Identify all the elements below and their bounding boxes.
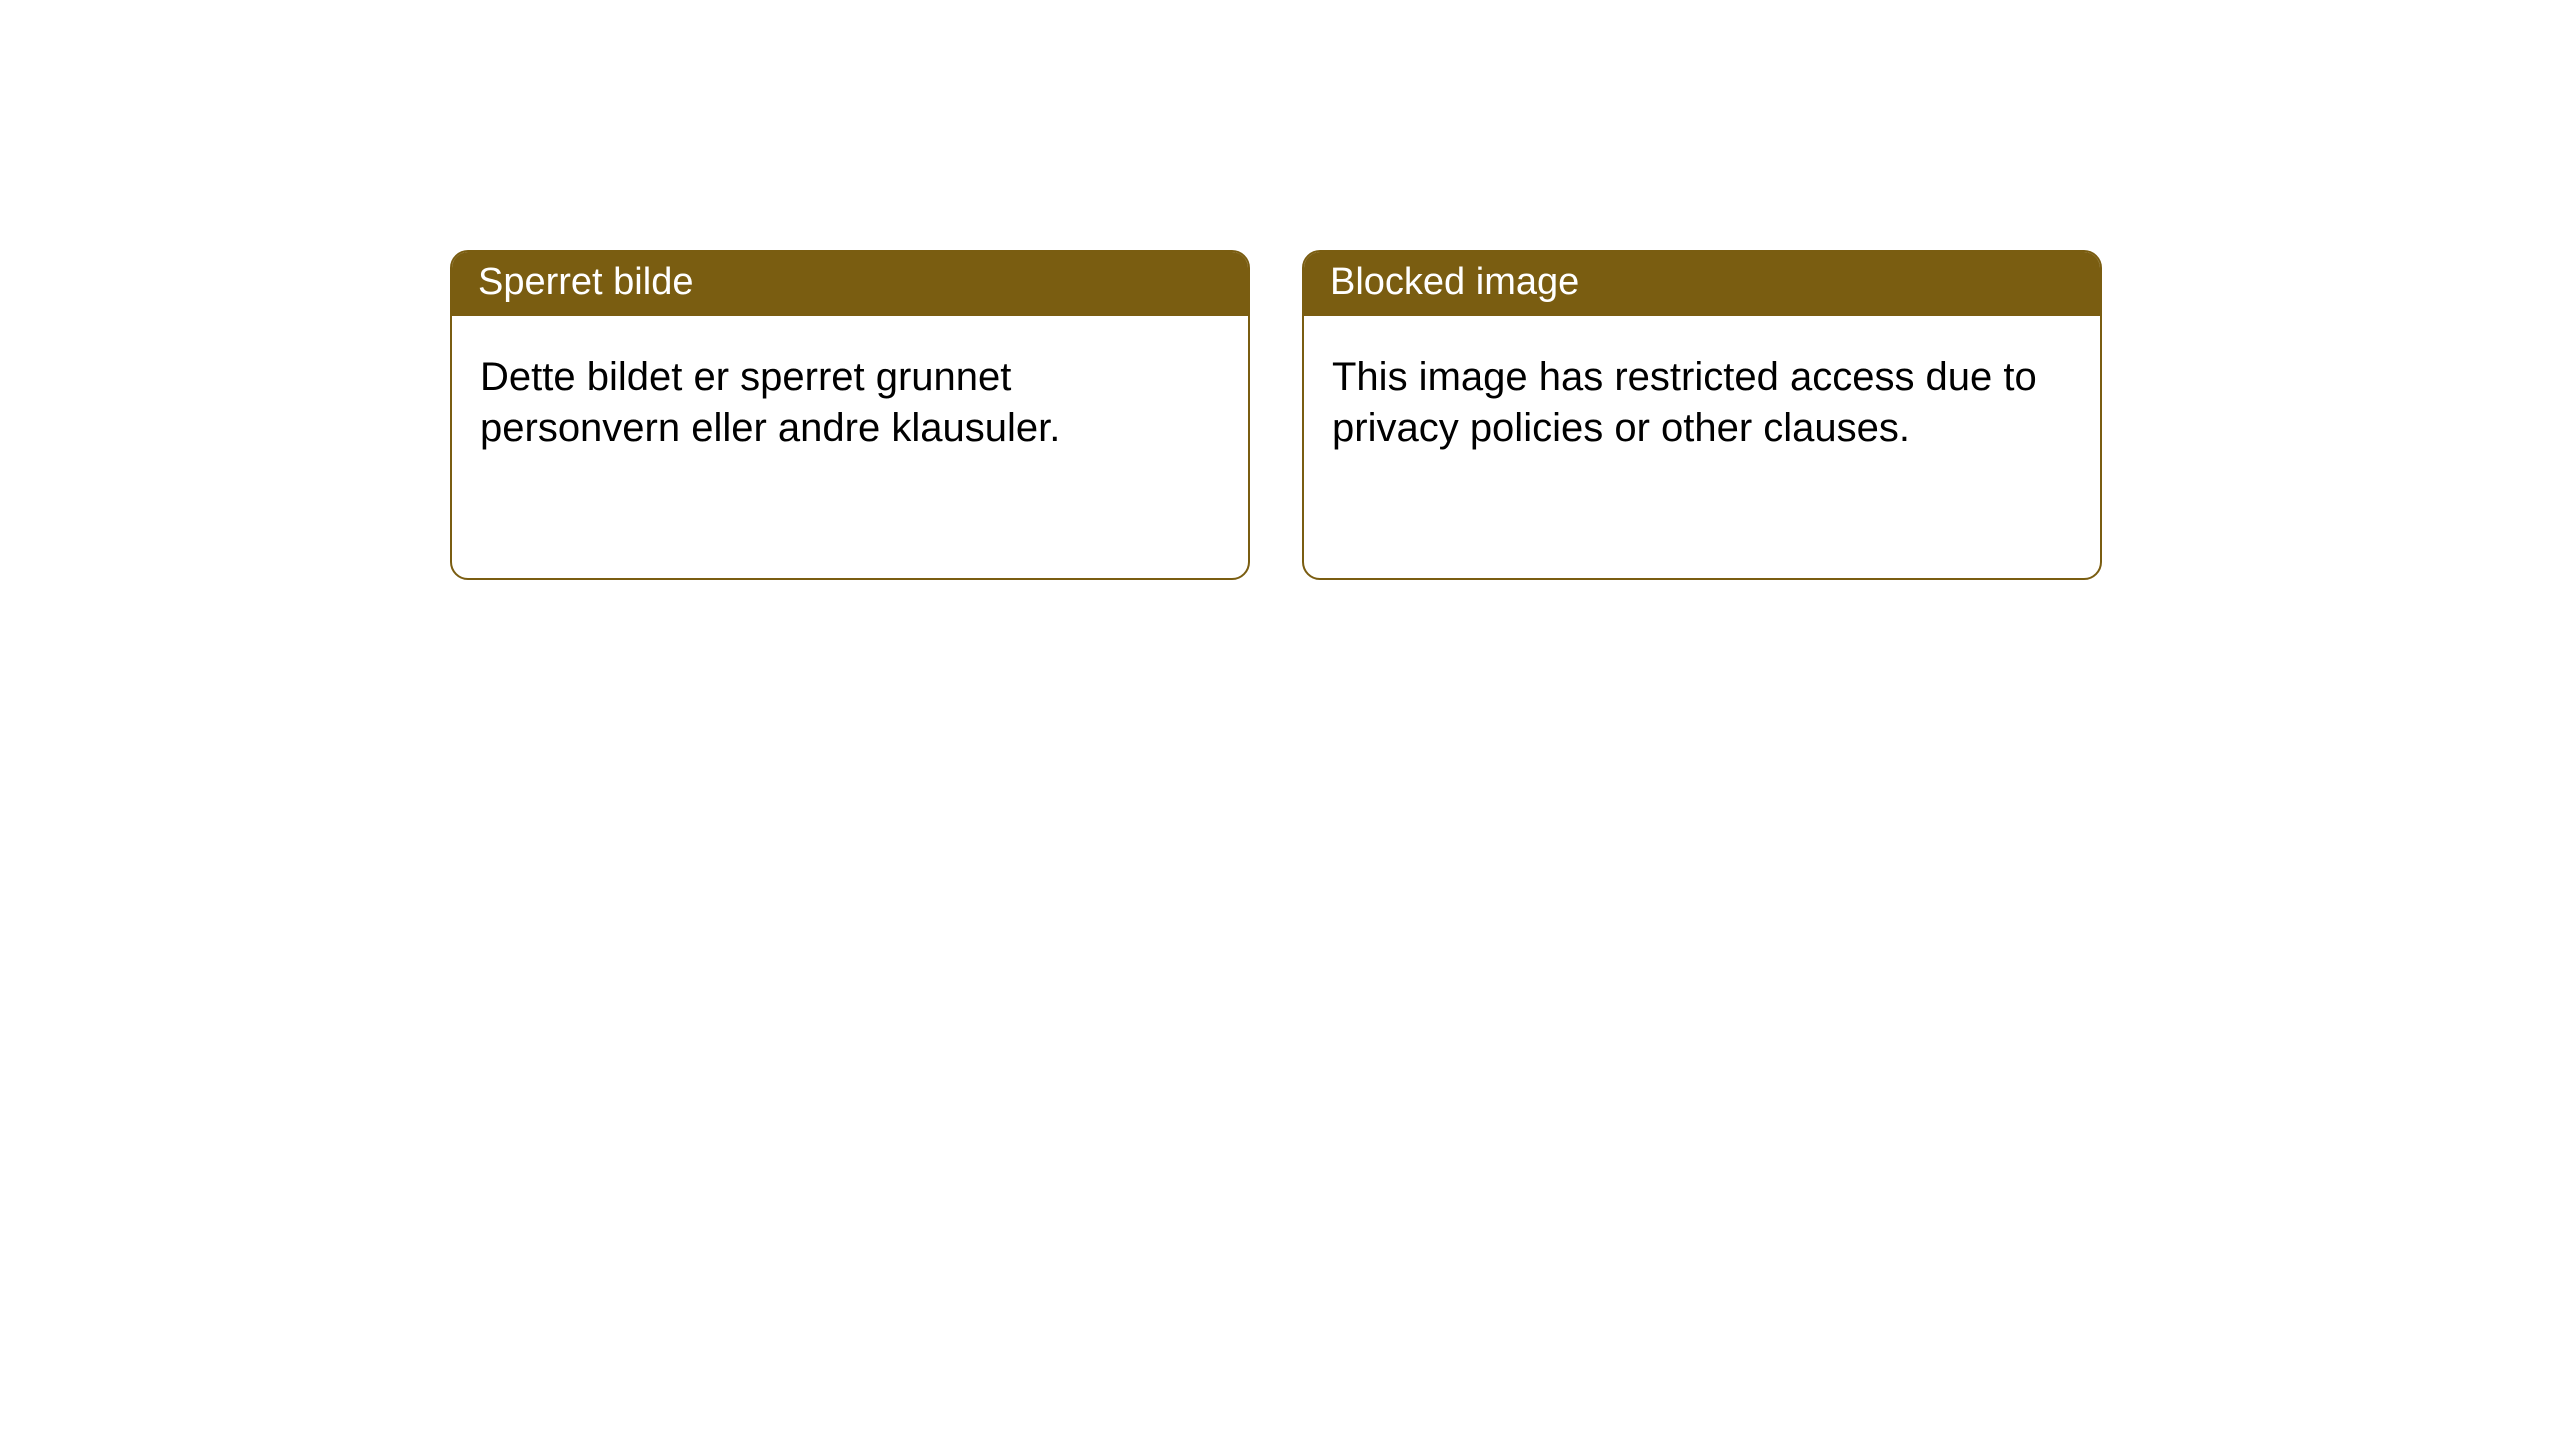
notice-container: Sperret bilde Dette bildet er sperret gr…: [450, 250, 2102, 580]
notice-card-norwegian: Sperret bilde Dette bildet er sperret gr…: [450, 250, 1250, 580]
notice-card-english: Blocked image This image has restricted …: [1302, 250, 2102, 580]
notice-header: Sperret bilde: [452, 252, 1248, 316]
notice-body: Dette bildet er sperret grunnet personve…: [452, 316, 1248, 578]
notice-header: Blocked image: [1304, 252, 2100, 316]
notice-body: This image has restricted access due to …: [1304, 316, 2100, 578]
